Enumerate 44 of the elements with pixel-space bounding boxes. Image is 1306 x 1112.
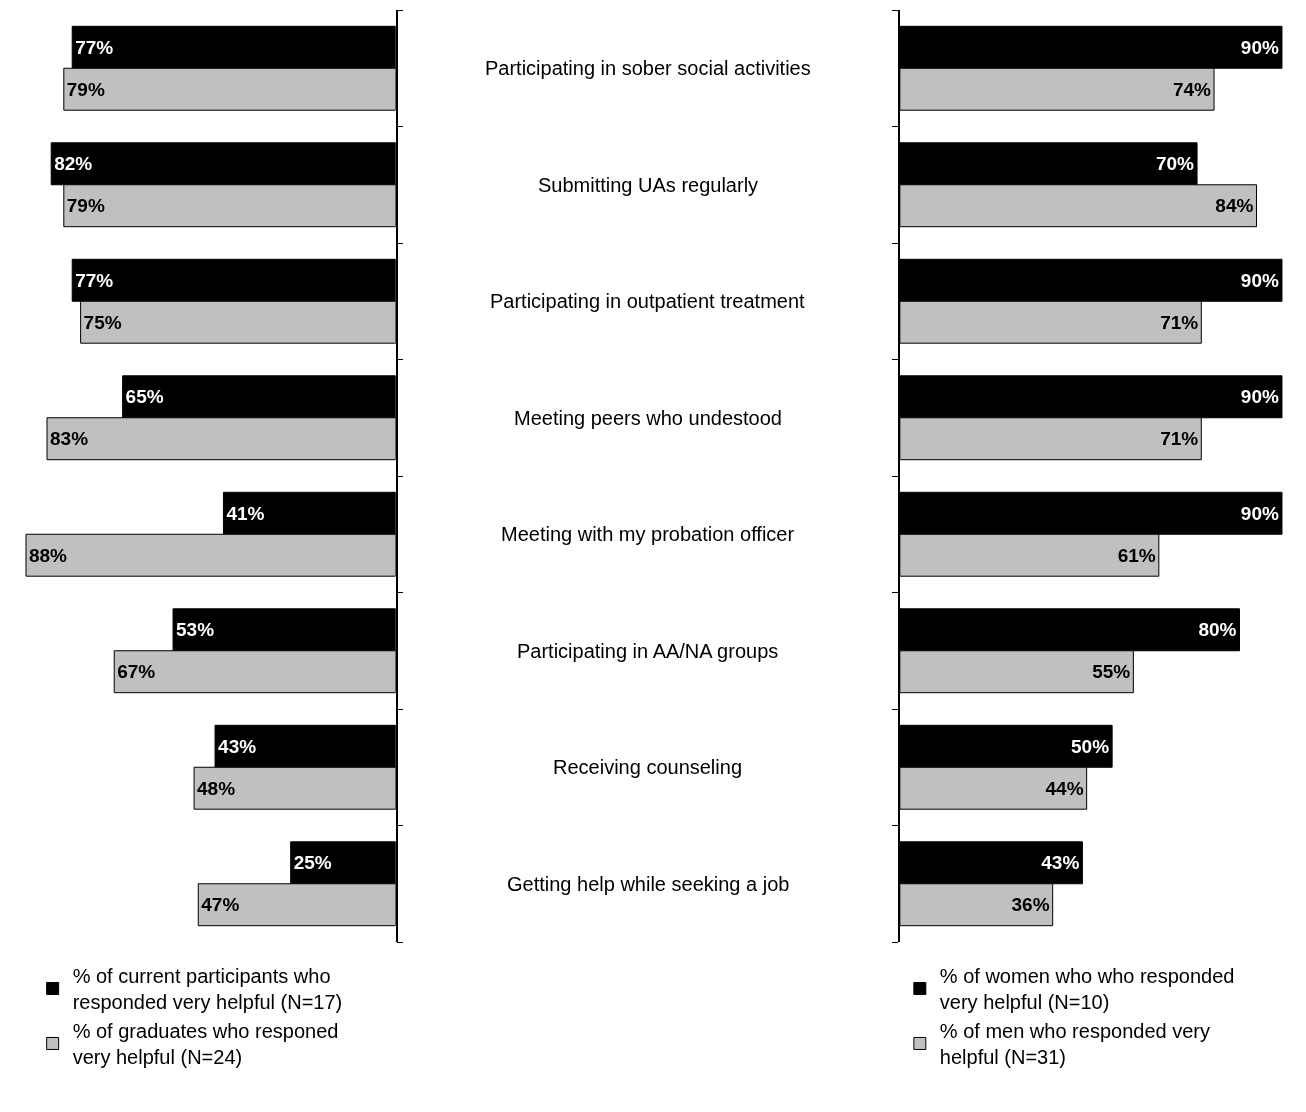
data-label: 71% <box>1160 311 1199 333</box>
data-label: 75% <box>83 311 122 333</box>
legend-label: % of current participants who responded very helpful (N=17) <box>72 965 343 1014</box>
data-label: 77% <box>75 269 114 291</box>
y-tick-label: Receiving counseling <box>553 756 743 778</box>
data-label: 47% <box>201 894 240 916</box>
data-label: 70% <box>1155 153 1195 175</box>
data-label: 36% <box>1011 894 1050 916</box>
data-label: 79% <box>66 195 105 217</box>
data-label: 90% <box>1240 36 1279 58</box>
data-label: 71% <box>1160 428 1199 450</box>
data-label: 41% <box>226 502 265 524</box>
data-label: 43% <box>1041 852 1080 874</box>
y-tick-label: Participating in sober social activities <box>485 57 811 79</box>
data-label: 44% <box>1045 777 1084 799</box>
data-label: 65% <box>125 386 164 408</box>
data-label: 74% <box>1172 78 1212 100</box>
data-label: 82% <box>54 153 93 175</box>
data-label: 25% <box>293 852 332 874</box>
y-tick-label: Submitting UAs regularly <box>538 174 759 196</box>
legend-label: % of graduates who responed very helpful (N=24) <box>72 1020 339 1069</box>
y-tick-label: Getting help while seeking a job <box>507 873 790 895</box>
data-label: 79% <box>66 78 105 100</box>
data-label: 88% <box>28 544 68 566</box>
data-label: 43% <box>218 735 257 757</box>
y-tick-label: Participating in AA/NA groups <box>517 640 779 662</box>
data-label: 77% <box>75 36 114 58</box>
legend-label: % of men who responded very helpful (N=31) <box>939 1020 1210 1069</box>
data-label: 53% <box>176 619 215 641</box>
data-label: 50% <box>1071 735 1110 757</box>
data-label: 61% <box>1117 544 1156 566</box>
legend-label: % of women who who responded very helpful (N=10) <box>939 965 1235 1014</box>
data-label: 67% <box>117 661 156 683</box>
y-tick-label: Meeting peers who undestood <box>514 407 782 429</box>
y-tick-label: Meeting with my probation officer <box>501 523 795 545</box>
data-label: 55% <box>1092 661 1131 683</box>
data-label: 83% <box>50 428 89 450</box>
data-label: 84% <box>1215 195 1254 217</box>
data-label: 90% <box>1240 386 1279 408</box>
y-tick-label: Participating in outpatient treatment <box>490 290 806 312</box>
data-label: 90% <box>1240 269 1279 291</box>
data-label: 48% <box>197 777 236 799</box>
data-label: 80% <box>1198 619 1237 641</box>
data-label: 90% <box>1240 502 1279 524</box>
